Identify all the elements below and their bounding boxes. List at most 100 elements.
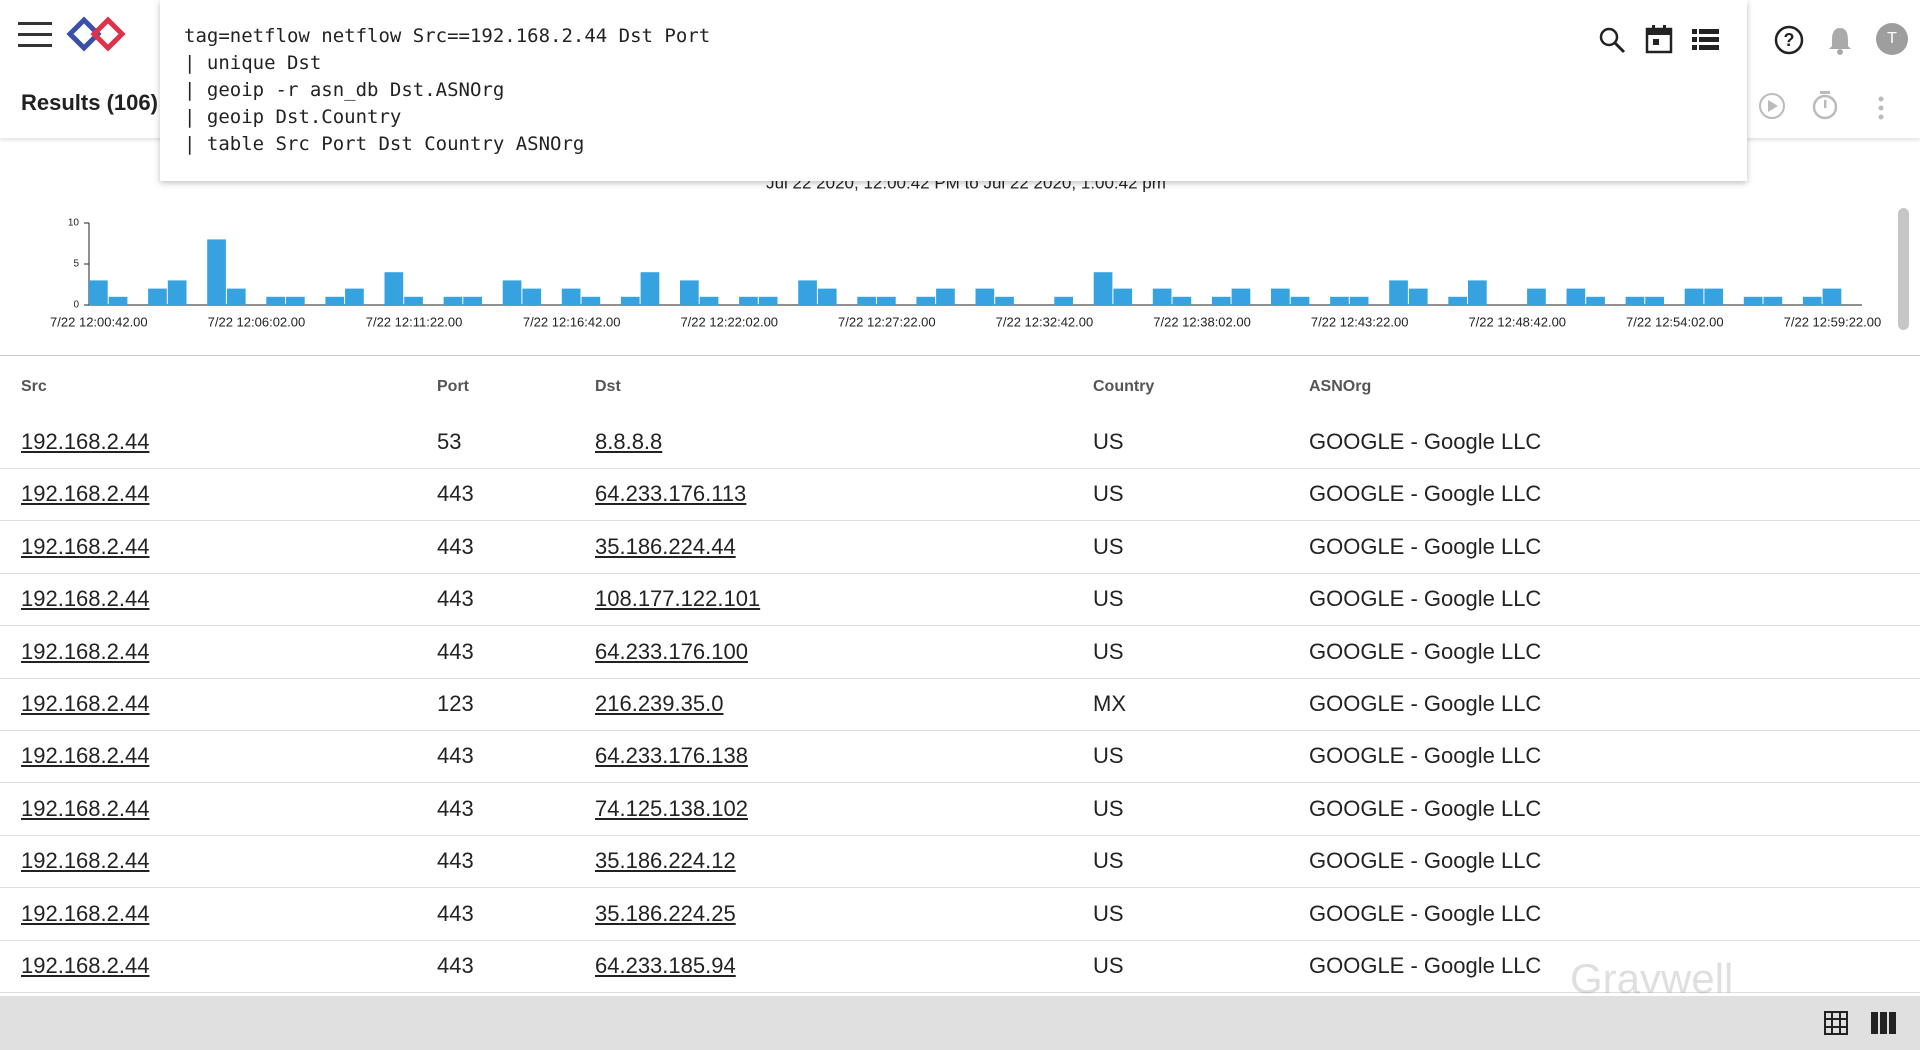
- link-cell[interactable]: 192.168.2.44: [21, 900, 150, 926]
- histogram: Jul 22 2020, 12:00:42 PM to Jul 22 2020,…: [50, 173, 1882, 329]
- logo[interactable]: [66, 14, 126, 54]
- x-tick-label: 7/22 12:59:22.00: [1784, 314, 1882, 329]
- bar: [108, 296, 128, 305]
- bar: [817, 288, 837, 305]
- table-row: 192.168.2.44 443 64.233.176.113 US GOOGLE - …: [0, 468, 1920, 522]
- table-cell: US: [1093, 481, 1124, 507]
- y-tick-label: 10: [68, 218, 80, 229]
- bar: [1468, 280, 1487, 305]
- link-cell[interactable]: 35.186.224.44: [595, 533, 736, 559]
- bar: [1330, 296, 1349, 305]
- link-cell[interactable]: 192.168.2.44: [21, 691, 150, 716]
- table-cell: GOOGLE - Google LLC: [1309, 638, 1542, 664]
- link-cell[interactable]: 64.233.176.100: [595, 638, 748, 664]
- link-cell[interactable]: 192.168.2.44: [21, 743, 150, 769]
- bar: [1113, 288, 1133, 305]
- column-header: ASNOrg: [1309, 378, 1372, 395]
- bar: [325, 296, 345, 305]
- link-cell[interactable]: 64.233.176.113: [595, 481, 747, 507]
- menu-button[interactable]: [18, 22, 52, 48]
- bar: [266, 296, 285, 305]
- bar: [1231, 288, 1251, 305]
- link-cell[interactable]: 74.125.138.102: [595, 795, 748, 821]
- table-row: 192.168.2.44 443 108.177.122.101 US GOOGLE -…: [0, 573, 1920, 627]
- calendar-button[interactable]: [1645, 24, 1673, 54]
- bar: [640, 272, 660, 305]
- table-row: 192.168.2.44 123 216.239.35.0 MX GOOGLE - Go…: [0, 678, 1920, 731]
- more-button[interactable]: [1874, 95, 1888, 121]
- link-cell[interactable]: 64.233.185.94: [595, 953, 736, 978]
- list-button[interactable]: [1692, 28, 1720, 52]
- bar: [739, 296, 758, 305]
- avatar[interactable]: T: [1876, 23, 1908, 55]
- x-tick-label: 7/22 12:27:22.00: [838, 314, 936, 329]
- link-cell[interactable]: 35.186.224.12: [595, 848, 736, 874]
- query-line: tag=netflow netflow Src==192.168.2.44 Ds…: [184, 25, 711, 47]
- link-cell[interactable]: 192.168.2.44: [21, 638, 150, 664]
- link-cell[interactable]: 108.177.122.101: [595, 586, 761, 612]
- table-cell: US: [1093, 848, 1124, 874]
- table-cell: US: [1093, 953, 1124, 978]
- link-cell[interactable]: 35.186.224.25: [595, 900, 736, 926]
- bar: [581, 296, 601, 305]
- table-cell: 53: [437, 429, 462, 454]
- bar: [226, 288, 246, 305]
- bar: [699, 296, 719, 305]
- query-editor[interactable]: tag=netflow netflow Src==192.168.2.44 Ds…: [160, 0, 1747, 181]
- link-cell[interactable]: 192.168.2.44: [21, 586, 150, 612]
- bar: [995, 296, 1014, 305]
- x-tick-label: 7/22 12:54:02.00: [1626, 314, 1724, 329]
- table-cell: 443: [437, 638, 474, 664]
- table-cell: GOOGLE - Google LLC: [1309, 848, 1542, 874]
- query-line: | geoip -r asn_db Dst.ASNOrg: [184, 79, 505, 101]
- bar: [1448, 296, 1467, 305]
- column-view-button[interactable]: [1871, 1012, 1897, 1034]
- bar: [1172, 296, 1192, 305]
- table-row: 192.168.2.44 53 8.8.8.8 US GOOGLE - Google L…: [0, 416, 1920, 469]
- link-cell[interactable]: 216.239.35.0: [595, 691, 724, 716]
- table-cell: US: [1093, 795, 1124, 821]
- table-cell: GOOGLE - Google LLC: [1309, 900, 1542, 926]
- table-row: 192.168.2.44 443 35.186.224.12 US GOOGLE - G…: [0, 835, 1920, 889]
- x-tick-label: 7/22 12:00:42.00: [50, 314, 148, 329]
- table-cell: 443: [437, 953, 474, 978]
- bar: [798, 280, 817, 305]
- timer-button[interactable]: [1810, 89, 1840, 121]
- x-tick-label: 7/22 12:38:02.00: [1153, 314, 1251, 329]
- bar: [207, 239, 226, 305]
- link-cell[interactable]: 192.168.2.44: [21, 481, 150, 507]
- x-tick-label: 7/22 12:16:42.00: [523, 314, 621, 329]
- notifications-button[interactable]: [1826, 25, 1854, 55]
- table-cell: GOOGLE - Google LLC: [1309, 481, 1542, 507]
- svg-text:?: ?: [1784, 30, 1795, 50]
- scrollbar[interactable]: [1898, 208, 1909, 330]
- footer-bar: [0, 996, 1920, 1050]
- separator: [0, 355, 1920, 356]
- column-header: Src: [21, 378, 47, 395]
- table-cell: 123: [437, 691, 474, 716]
- search-button[interactable]: [1598, 26, 1626, 54]
- table-cell: GOOGLE - Google LLC: [1309, 953, 1542, 978]
- table-row: 192.168.2.44 443 64.233.176.100 US GOOGLE - …: [0, 626, 1920, 679]
- bar: [1743, 296, 1763, 305]
- table-cell: US: [1093, 533, 1124, 559]
- link-cell[interactable]: 192.168.2.44: [21, 848, 150, 874]
- bar: [89, 280, 108, 305]
- table-cell: GOOGLE - Google LLC: [1309, 429, 1542, 454]
- run-button[interactable]: [1757, 91, 1787, 121]
- table-cell: US: [1093, 638, 1124, 664]
- help-button[interactable]: ?: [1773, 24, 1805, 56]
- link-cell[interactable]: 192.168.2.44: [21, 953, 150, 978]
- bar: [1093, 272, 1113, 305]
- table-cell: US: [1093, 900, 1124, 926]
- link-cell[interactable]: 8.8.8.8: [595, 429, 663, 454]
- link-cell[interactable]: 64.233.176.138: [595, 743, 748, 769]
- bar: [758, 296, 778, 305]
- table-cell: 443: [437, 481, 474, 507]
- link-cell[interactable]: 192.168.2.44: [21, 429, 150, 454]
- table-view-button[interactable]: [1824, 1011, 1848, 1035]
- link-cell[interactable]: 192.168.2.44: [21, 533, 150, 559]
- bar: [1408, 288, 1428, 305]
- bar: [1645, 296, 1664, 305]
- link-cell[interactable]: 192.168.2.44: [21, 795, 150, 821]
